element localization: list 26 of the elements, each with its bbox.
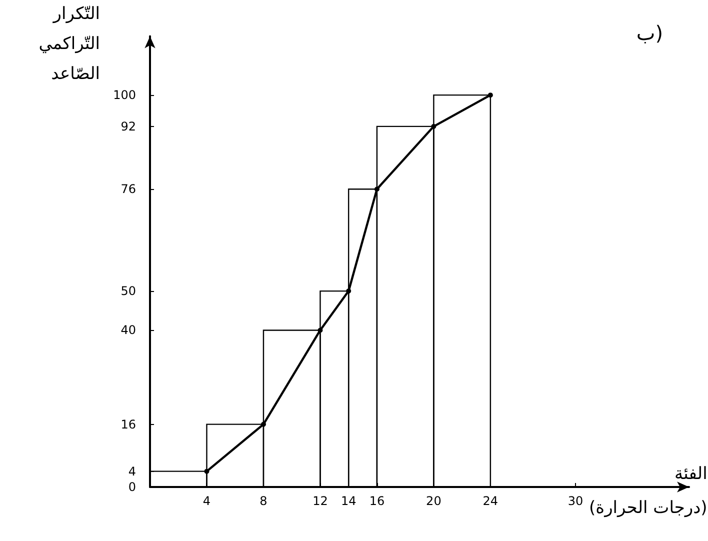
y-axis-title: التّكرار التّراكمي الصّاعد xyxy=(38,4,100,84)
x-tick-label: 12 xyxy=(312,494,328,508)
y-tick-label: 76 xyxy=(120,182,136,196)
y-tick-label: 16 xyxy=(120,417,136,432)
x-tick-label: 16 xyxy=(369,494,385,508)
x-tick-label: 14 xyxy=(340,494,356,508)
y-tick-label: 40 xyxy=(120,323,136,338)
y-tick-label: 50 xyxy=(120,284,136,298)
x-tick-label: 30 xyxy=(568,494,584,508)
point xyxy=(204,468,210,474)
x-tick-label: 24 xyxy=(482,494,498,508)
point xyxy=(374,186,380,192)
chart-title: ب) xyxy=(636,21,664,45)
x-axis-title: الفئة (درجات الحرارة) xyxy=(589,464,708,518)
x-tick-label: 8 xyxy=(260,494,268,508)
y-tick-label: 100 xyxy=(113,88,136,102)
point xyxy=(346,288,352,294)
point xyxy=(431,124,436,129)
x-tick-label: 20 xyxy=(426,494,442,508)
y-tick-label: 4 xyxy=(128,464,136,478)
point xyxy=(488,92,493,98)
y-tick-label: 92 xyxy=(120,119,136,134)
y-tick-label: 0 xyxy=(128,480,136,494)
point xyxy=(260,422,266,427)
point xyxy=(318,328,323,333)
x-tick-label: 4 xyxy=(202,494,211,508)
